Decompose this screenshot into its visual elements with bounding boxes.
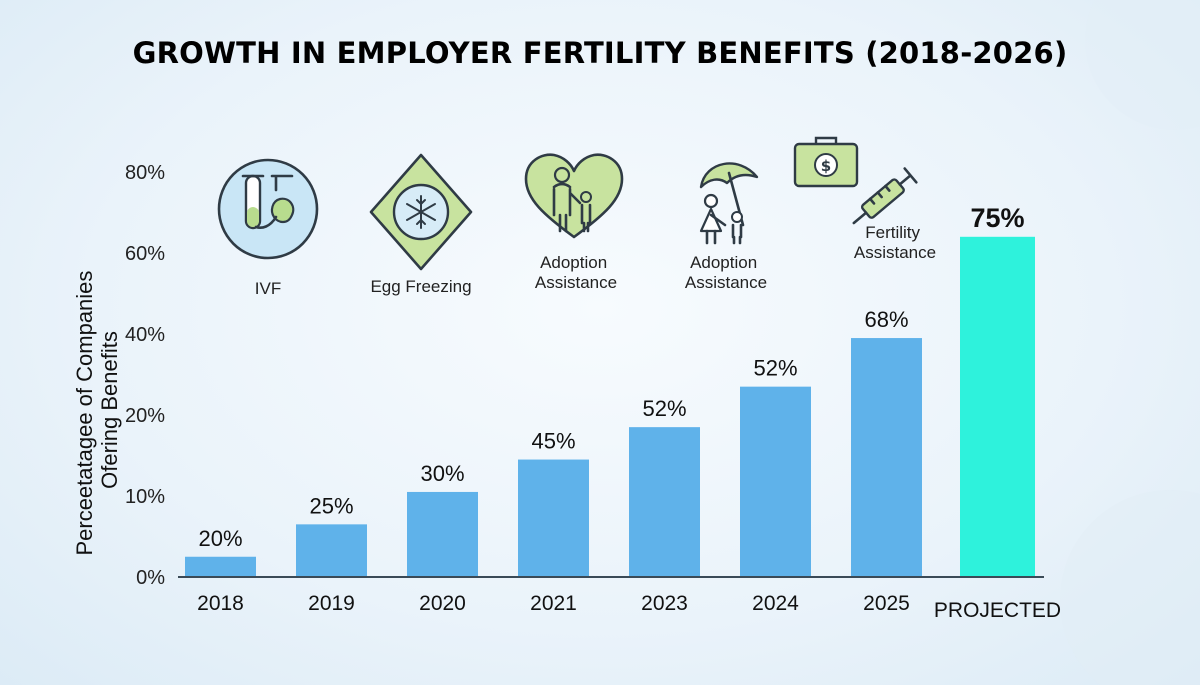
adoption-assistance-label-1: Adoption Assistance	[535, 253, 617, 292]
value-label-2023: 52%	[642, 396, 686, 421]
background-decoration	[1060, 0, 1200, 685]
x-tick-label-2018: 2018	[197, 592, 244, 615]
chart-title: GROWTH IN EMPLOYER FERTILITY BENEFITS (2…	[133, 36, 1068, 70]
x-tick-label-2024: 2024	[752, 592, 799, 615]
x-tick-label-2019: 2019	[308, 592, 355, 615]
x-tick-label-2023: 2023	[641, 592, 688, 615]
y-tick-label: 20%	[125, 405, 165, 427]
y-axis-label: Perceetatagee of Companies Ofering Benef…	[72, 264, 122, 555]
egg-freezing-label: Egg Freezing	[370, 277, 471, 296]
bar-2021	[518, 459, 589, 577]
x-tick-label-2020: 2020	[419, 592, 466, 615]
y-tick-label: 40%	[125, 324, 165, 346]
value-label-projected: 75%	[970, 203, 1024, 233]
value-label-2019: 25%	[309, 493, 353, 518]
y-tick-label: 0%	[136, 567, 165, 589]
money-briefcase-icon: $	[793, 136, 859, 188]
egg-freezing-icon	[369, 153, 473, 271]
y-tick-label: 80%	[125, 162, 165, 184]
value-label-2021: 45%	[531, 429, 575, 454]
adoption-umbrella-icon	[699, 162, 759, 245]
svg-text:$: $	[821, 157, 831, 175]
ivf-label: IVF	[255, 279, 281, 298]
bar-projected	[960, 236, 1035, 578]
x-axis-tick-labels: 2018 2019 2020 2021 2023 2024 2025 PROJECTED	[197, 592, 1061, 622]
y-axis-ticks: 0% 10% 20% 40% 60% 80%	[125, 162, 165, 589]
x-tick-label-2025: 2025	[863, 592, 910, 615]
ivf-icon	[217, 158, 319, 260]
adoption-assistance-label-2: Adoption Assistance	[685, 253, 767, 292]
bar-2019	[296, 524, 367, 577]
bars	[185, 236, 1035, 578]
bar-2025	[851, 338, 922, 577]
adoption-heart-icon	[524, 153, 624, 239]
fertility-assistance-label: Fertility Assistance	[854, 223, 936, 262]
bar-2024	[740, 386, 811, 577]
y-tick-label: 10%	[125, 486, 165, 508]
bar-2023	[629, 427, 700, 577]
value-labels: 20% 25% 30% 45% 52% 52% 68% 75%	[198, 203, 1024, 551]
value-label-2025: 68%	[864, 307, 908, 332]
x-tick-label-projected: PROJECTED	[934, 599, 1061, 622]
bar-2020	[407, 491, 478, 577]
value-label-2020: 30%	[420, 461, 464, 486]
y-axis-label-line-1: Perceetatagee of Companies	[72, 271, 97, 556]
x-tick-label-2021: 2021	[530, 592, 577, 615]
syringe-icon	[852, 167, 918, 225]
value-label-2024: 52%	[753, 356, 797, 381]
y-tick-label: 60%	[125, 243, 165, 265]
bar-2018	[185, 556, 256, 577]
y-axis-label-line-2: Ofering Benefits	[97, 331, 122, 489]
value-label-2018: 20%	[198, 526, 242, 551]
